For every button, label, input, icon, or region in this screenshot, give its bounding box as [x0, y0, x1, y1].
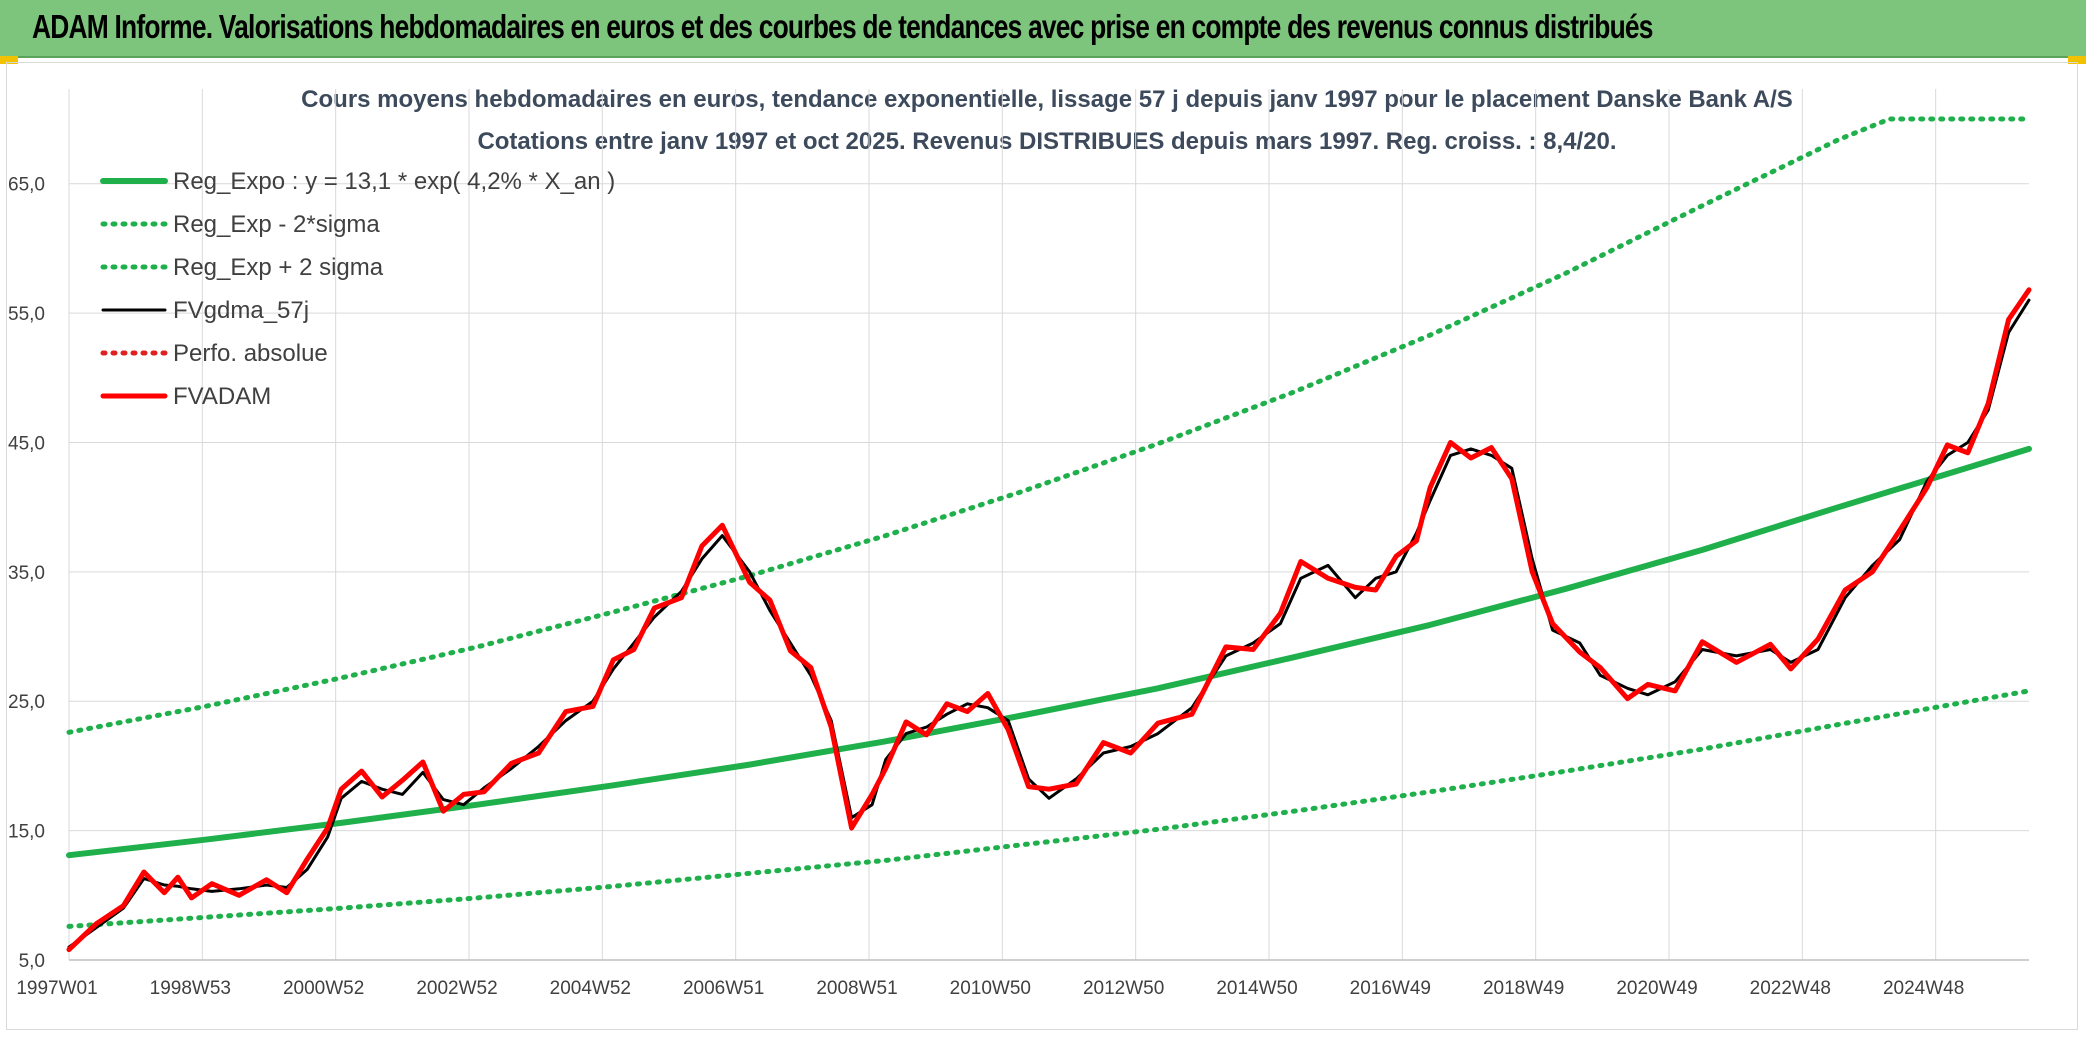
chart-subtitle: Cotations entre janv 1997 et oct 2025. R…	[477, 128, 1616, 155]
x-tick-label: 2022W48	[1750, 978, 1831, 999]
x-tick-label: 2002W52	[416, 978, 497, 999]
axes: 65,0 55,0 45,0 35,0 25,0 15,0 5,0 1997W01 1998W5…	[8, 175, 2029, 999]
x-tick-label: 2012W50	[1083, 978, 1164, 999]
chart-title: Cours moyens hebdomadaires en euros, ten…	[301, 86, 1793, 113]
x-tick-label: 2004W52	[550, 978, 631, 999]
x-tick-label: 2016W49	[1350, 978, 1431, 999]
chart: Cours moyens hebdomadaires en euros, ten…	[8, 86, 2032, 999]
y-tick-label: 5,0	[19, 951, 45, 972]
y-tick-label: 25,0	[8, 692, 45, 713]
legend-label: Reg_Expo : y = 13,1 * exp( 4,2% * X_an )	[173, 168, 615, 195]
x-tick-label: 2024W48	[1883, 978, 1964, 999]
y-tick-label: 35,0	[8, 563, 45, 584]
legend: Reg_Expo : y = 13,1 * exp( 4,2% * X_an )…	[100, 168, 615, 410]
x-tick-label: 2008W51	[816, 978, 897, 999]
x-tick-label: 2010W50	[950, 978, 1031, 999]
corner-marker-right	[2068, 56, 2086, 64]
series-line-2	[66, 116, 2032, 735]
y-tick-label: 55,0	[8, 304, 45, 325]
legend-label: Perfo. absolue	[173, 340, 328, 367]
x-tick-label: 2020W49	[1616, 978, 1697, 999]
report-title: ADAM Informe. Valorisations hebdomadaire…	[32, 8, 1653, 45]
legend-label: FVgdma_57j	[173, 297, 309, 324]
chart-frame: Cours moyens hebdomadaires en euros, ten…	[6, 62, 2078, 1030]
x-tick-label: 2018W49	[1483, 978, 1564, 999]
grid	[68, 89, 2029, 961]
x-tick-label: 1998W53	[150, 978, 231, 999]
y-tick-label: 15,0	[8, 822, 45, 843]
legend-label: FVADAM	[173, 383, 271, 410]
series-group	[66, 116, 2032, 953]
legend-label: Reg_Exp + 2 sigma	[173, 254, 384, 281]
report-banner: ADAM Informe. Valorisations hebdomadaire…	[0, 0, 2086, 58]
series-line-1	[66, 688, 2032, 929]
series-line-5	[66, 287, 2032, 953]
x-tick-label: 2000W52	[283, 978, 364, 999]
x-tick-label: 2014W50	[1216, 978, 1297, 999]
corner-marker-left	[0, 56, 18, 64]
series-line-0	[66, 445, 2032, 859]
y-tick-label: 65,0	[8, 175, 45, 196]
series-line-3	[67, 298, 2031, 949]
y-tick-label: 45,0	[8, 433, 45, 454]
legend-label: Reg_Exp - 2*sigma	[173, 211, 380, 238]
x-tick-label: 1997W01	[16, 978, 97, 999]
x-tick-label: 2006W51	[683, 978, 764, 999]
